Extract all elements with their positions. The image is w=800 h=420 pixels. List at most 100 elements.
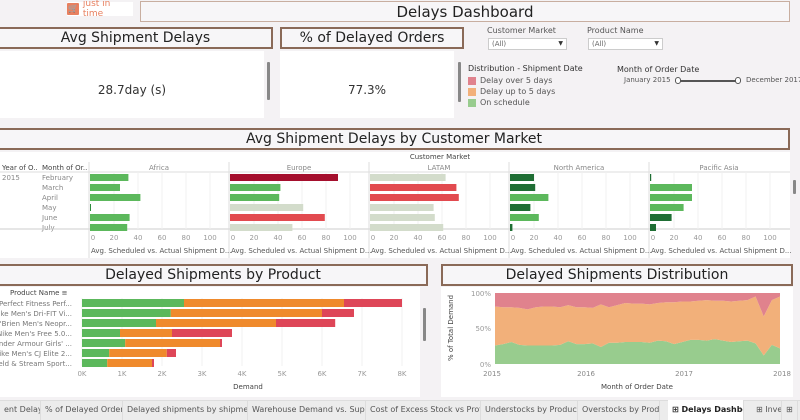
tick-label: 3K xyxy=(197,370,206,378)
product-section-title: Delayed Shipments by Product xyxy=(105,267,321,283)
shopping-cart-icon: 🛒 xyxy=(67,3,79,15)
tab-delayed-shipments-by-shipment[interactable]: Delayed shipments by shipment ... xyxy=(123,400,248,420)
bar-segment xyxy=(170,309,322,317)
tick-label: 40 xyxy=(554,234,563,242)
logo-text: just in time xyxy=(82,0,111,19)
tick-label: 80 xyxy=(602,234,611,242)
tick-label: 2016 xyxy=(577,370,595,378)
slider-handle-start[interactable] xyxy=(675,77,681,84)
tick-label: 40 xyxy=(274,234,283,242)
tick-label: 0 xyxy=(651,234,655,242)
slider-handle-end[interactable] xyxy=(735,77,741,84)
legend: Distribution - Shipment Date Delay over … xyxy=(468,64,583,108)
legend-item[interactable]: On schedule xyxy=(468,97,583,108)
tick-label: 100 xyxy=(483,234,496,242)
tab-of-delayed-orders[interactable]: % of Delayed Orders xyxy=(41,400,123,420)
avg-delay-panel: 28.7day (s) xyxy=(0,51,264,118)
tick-label: 100 xyxy=(623,234,636,242)
product-label: Nike Men's CJ Elite 2... xyxy=(0,350,72,358)
bar-segment xyxy=(220,339,222,347)
market-label: LATAM xyxy=(428,164,451,172)
scrollbar[interactable] xyxy=(458,62,461,102)
bar xyxy=(510,194,549,201)
axis-title: Avg. Scheduled vs. Actual Shipment D... xyxy=(91,247,232,255)
bar-segment xyxy=(82,339,126,347)
tick-label: 40 xyxy=(414,234,423,242)
tick-label: 0 xyxy=(91,234,95,242)
scrollbar[interactable] xyxy=(793,180,796,194)
date-range-start: January 2015 xyxy=(624,76,671,84)
legend-item[interactable]: Delay over 5 days xyxy=(468,75,583,86)
bar xyxy=(510,214,539,221)
tick-label: 60 xyxy=(578,234,587,242)
bar-segment xyxy=(322,309,354,317)
date-range-label: Month of Order Date xyxy=(617,65,700,74)
tab-delays-dashboard[interactable]: ⊞ Delays Dashboard xyxy=(668,400,744,420)
row-header: Product Name ≡ xyxy=(10,289,68,297)
bar xyxy=(510,204,531,211)
bar xyxy=(230,194,280,201)
product-name-dropdown[interactable]: (All) ▼ xyxy=(588,38,663,50)
tab-inver[interactable]: ⊞ Inver xyxy=(752,400,782,420)
market-label: Europe xyxy=(287,164,312,172)
customer-market-value: (All) xyxy=(492,40,507,48)
legend-label: Delay up to 5 days xyxy=(480,87,556,96)
page-title: Delays Dashboard xyxy=(140,1,790,22)
product-label: O'Brien Men's Neopr... xyxy=(0,320,72,328)
product-label: Field & Stream Sport... xyxy=(0,360,72,368)
tick-label: 0K xyxy=(77,370,86,378)
scrollbar[interactable] xyxy=(423,308,426,341)
bar-segment xyxy=(166,349,176,357)
bar xyxy=(370,224,444,231)
month-label: April xyxy=(42,194,58,202)
new-dashboard-icon[interactable]: ⊞ xyxy=(782,400,798,420)
tick-label: 60 xyxy=(438,234,447,242)
market-chart: Customer Market Year of O.. Month of Or.. 2… xyxy=(0,153,792,258)
tick-label: 50% xyxy=(475,325,491,333)
tab-warehouse-demand-vs-supply[interactable]: Warehouse Demand vs. Supply xyxy=(248,400,366,420)
tick-label: 80 xyxy=(182,234,191,242)
tab-ent-delays[interactable]: ent Delays xyxy=(0,400,41,420)
logo: 🛒 just in time xyxy=(67,0,133,19)
tab-overstocks-by-product[interactable]: Overstocks by Product xyxy=(578,400,660,420)
product-name-label: Product Name xyxy=(587,26,644,35)
tick-label: 100 xyxy=(343,234,356,242)
tick-label: 40 xyxy=(694,234,703,242)
tick-label: 2018 xyxy=(773,370,791,378)
tick-label: 100 xyxy=(763,234,776,242)
market-label: Pacific Asia xyxy=(699,164,738,172)
tab-cost-of-excess-stock-vs-profit[interactable]: Cost of Excess Stock vs Profit xyxy=(366,400,481,420)
tick-label: 40 xyxy=(134,234,143,242)
product-chart: Product Name ≡ 0K 1K 2K 3K 4K 5K 6K 7K 8K Demand Pe… xyxy=(0,289,407,391)
tab-bar xyxy=(0,400,800,420)
tab-understocks-by-product[interactable]: Understocks by Product xyxy=(481,400,578,420)
date-range-slider[interactable] xyxy=(677,80,738,82)
tick-label: 6K xyxy=(317,370,326,378)
customer-market-dropdown[interactable]: (All) ▼ xyxy=(488,38,567,50)
bar-segment xyxy=(82,319,156,327)
scrollbar[interactable] xyxy=(267,62,270,100)
product-name-value: (All) xyxy=(592,40,607,48)
row-header: Month of Or.. xyxy=(42,164,87,172)
column-header: Customer Market xyxy=(410,153,471,161)
bar xyxy=(510,184,536,191)
tick-label: 8K xyxy=(397,370,406,378)
tick-label: 60 xyxy=(718,234,727,242)
bar-segment xyxy=(344,299,402,307)
bar xyxy=(230,184,281,191)
chevron-down-icon: ▼ xyxy=(558,40,563,47)
tick-label: 20 xyxy=(110,234,119,242)
month-label: June xyxy=(41,214,57,222)
customer-market-label: Customer Market xyxy=(487,26,556,35)
bar xyxy=(650,224,656,231)
tick-label: 20 xyxy=(250,234,259,242)
bar-segment xyxy=(125,339,220,347)
tick-label: 0 xyxy=(371,234,375,242)
bar xyxy=(370,184,457,191)
axis-title: Avg. Scheduled vs. Actual Shipment D... xyxy=(371,247,512,255)
chevron-down-icon: ▼ xyxy=(654,40,659,47)
legend-item[interactable]: Delay up to 5 days xyxy=(468,86,583,97)
bar xyxy=(230,174,338,181)
bar-segment xyxy=(172,329,232,337)
legend-label: Delay over 5 days xyxy=(480,76,553,85)
